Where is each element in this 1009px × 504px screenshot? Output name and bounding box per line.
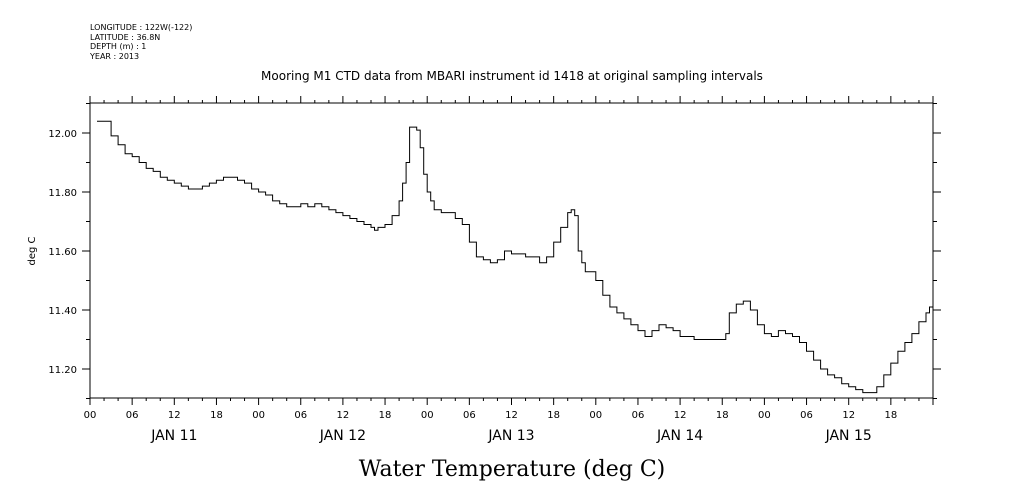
x-tick-label: 00 [84, 410, 97, 421]
x-tick-label: 12 [842, 410, 855, 421]
y-axis-label: deg C [27, 236, 38, 265]
x-tick-label: 12 [505, 410, 518, 421]
y-tick-label: 12.00 [48, 129, 77, 140]
metadata-block: LONGITUDE : 122W(-122) LATITUDE : 36.8N … [89, 23, 192, 61]
x-tick-labels: 00 06 12 18 00 06 12 18 00 06 12 18 00 06 12 18 00 06 12 18 [84, 410, 898, 421]
x-axis-label: Water Temperature (deg C) [359, 457, 666, 482]
x-tick-label: 18 [379, 410, 392, 421]
y-tick-label: 11.80 [48, 188, 77, 199]
x-tick-label: 00 [589, 410, 602, 421]
day-label: JAN 13 [487, 428, 534, 444]
day-label: JAN 15 [825, 428, 872, 444]
x-tick-label: 06 [463, 410, 476, 421]
x-tick-label: 12 [674, 410, 687, 421]
latitude-label: LATITUDE : 36.8N [90, 33, 160, 42]
x-tick-label: 18 [210, 410, 223, 421]
year-label: YEAR : 2013 [89, 52, 139, 61]
x-tick-label: 00 [758, 410, 771, 421]
x-tick-label: 18 [716, 410, 729, 421]
temperature-series-line [97, 120, 934, 394]
x-tick-label: 18 [884, 410, 897, 421]
day-label: JAN 11 [150, 428, 197, 444]
day-label: JAN 14 [656, 428, 703, 444]
depth-label: DEPTH (m) : 1 [90, 42, 146, 51]
x-tick-label: 00 [421, 410, 434, 421]
y-tick-labels: 11.20 11.40 11.60 11.80 12.00 [48, 129, 77, 376]
x-tick-label: 06 [800, 410, 813, 421]
y-tick-label: 11.60 [48, 247, 77, 258]
axis-ticks [82, 96, 941, 405]
y-tick-label: 11.20 [48, 365, 77, 376]
x-tick-label: 06 [294, 410, 307, 421]
day-label: JAN 12 [319, 428, 366, 444]
y-tick-label: 11.40 [48, 306, 77, 317]
longitude-label: LONGITUDE : 122W(-122) [90, 23, 192, 32]
x-tick-label: 00 [252, 410, 265, 421]
x-tick-label: 06 [126, 410, 139, 421]
x-tick-label: 12 [168, 410, 181, 421]
x-tick-label: 06 [632, 410, 645, 421]
x-tick-label: 18 [547, 410, 560, 421]
x-tick-label: 12 [337, 410, 350, 421]
day-labels: JAN 11 JAN 12 JAN 13 JAN 14 JAN 15 [150, 428, 872, 444]
chart-title: Mooring M1 CTD data from MBARI instrumen… [261, 69, 763, 83]
